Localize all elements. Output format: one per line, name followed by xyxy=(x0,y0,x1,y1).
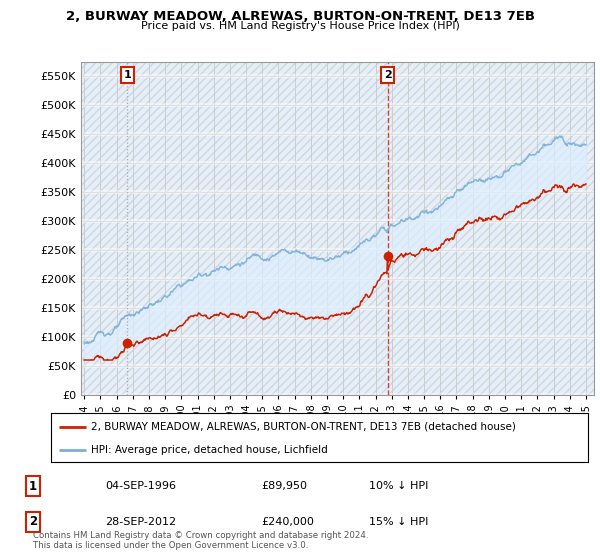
Text: Contains HM Land Registry data © Crown copyright and database right 2024.
This d: Contains HM Land Registry data © Crown c… xyxy=(33,530,368,550)
Text: 2, BURWAY MEADOW, ALREWAS, BURTON-ON-TRENT, DE13 7EB: 2, BURWAY MEADOW, ALREWAS, BURTON-ON-TRE… xyxy=(65,10,535,23)
Text: 15% ↓ HPI: 15% ↓ HPI xyxy=(369,517,428,527)
Text: 10% ↓ HPI: 10% ↓ HPI xyxy=(369,481,428,491)
Text: £240,000: £240,000 xyxy=(261,517,314,527)
Text: 2: 2 xyxy=(29,515,37,529)
Text: 1: 1 xyxy=(124,70,131,80)
Text: 04-SEP-1996: 04-SEP-1996 xyxy=(105,481,176,491)
Text: HPI: Average price, detached house, Lichfield: HPI: Average price, detached house, Lich… xyxy=(91,445,328,455)
Text: £89,950: £89,950 xyxy=(261,481,307,491)
Text: 2, BURWAY MEADOW, ALREWAS, BURTON-ON-TRENT, DE13 7EB (detached house): 2, BURWAY MEADOW, ALREWAS, BURTON-ON-TRE… xyxy=(91,422,516,432)
Text: 1: 1 xyxy=(29,479,37,493)
Text: 28-SEP-2012: 28-SEP-2012 xyxy=(105,517,176,527)
Text: 2: 2 xyxy=(384,70,392,80)
Text: Price paid vs. HM Land Registry's House Price Index (HPI): Price paid vs. HM Land Registry's House … xyxy=(140,21,460,31)
